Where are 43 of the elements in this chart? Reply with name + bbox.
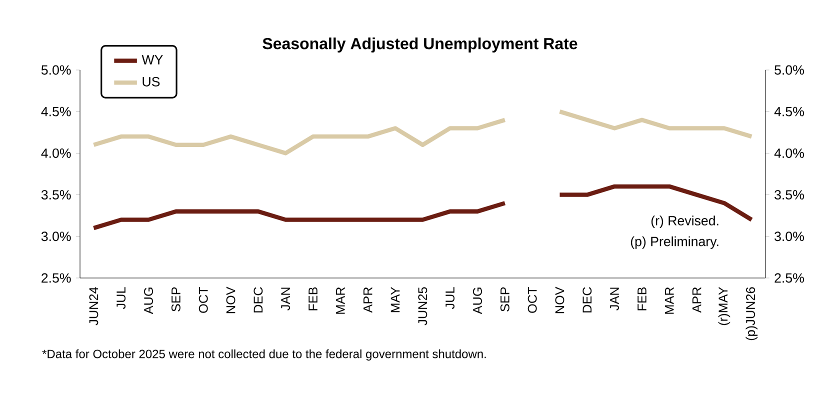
x-tick-label: SEP: [171, 287, 180, 312]
x-tick-label: SEP: [500, 287, 510, 312]
x-tick-label: MAR: [665, 287, 674, 314]
x-tick-label: JUL: [446, 287, 454, 310]
x-tick-label: FEB: [308, 287, 318, 310]
x-tick-label: JUN25: [418, 287, 428, 326]
x-tick-label: JUL: [116, 287, 126, 310]
annotation: (p) Preliminary.: [630, 236, 718, 249]
x-tick-label: MAY: [390, 286, 400, 312]
x-tick-label: DEC: [254, 287, 263, 312]
x-tick-label: DEC: [582, 287, 592, 312]
x-tick-label: AUG: [144, 288, 154, 314]
x-tick-label: NOV: [555, 286, 564, 314]
y2-tick-label: 5.0%: [774, 65, 804, 75]
x-tick-label: MAR: [336, 287, 345, 314]
x-tick-label: OCT: [198, 286, 208, 313]
y2-tick-label: 3.5%: [774, 190, 804, 200]
x-tick-label: (r)MAY: [718, 286, 730, 326]
y2-tick-label: 2.5%: [774, 273, 804, 283]
x-tick-label: AUG: [473, 288, 482, 314]
x-tick-label: APR: [363, 287, 372, 313]
y-tick-label: 3.0%: [41, 232, 71, 242]
y-tick-label: 3.5%: [41, 190, 71, 200]
y-tick-label: 2.5%: [42, 273, 71, 283]
legend-label: WY: [142, 55, 163, 64]
y2-tick-label: 4.5%: [774, 106, 804, 116]
text: *Data for October 2025 were not collected due to the federal government shutdown.: [42, 349, 486, 361]
x-tick-label: NOV: [226, 286, 236, 314]
y-tick-label: 4.0%: [41, 148, 71, 158]
y2-tick-label: 3.0%: [774, 232, 804, 242]
x-tick-label: JAN: [610, 288, 619, 310]
annotation: (r) Revised.: [651, 216, 718, 228]
y2-tick-label: 4.0%: [774, 148, 804, 158]
x-tick-label: (p)JUN26: [746, 287, 758, 340]
x-tick-label: JAN: [281, 288, 290, 310]
y-tick-label: 4.5%: [41, 106, 71, 116]
x-tick-label: APR: [692, 287, 702, 313]
legend-label: US: [142, 77, 160, 86]
x-tick-label: OCT: [528, 286, 537, 313]
x-tick-label: JUN24: [89, 287, 98, 326]
x-tick-label: FEB: [638, 287, 646, 310]
y-tick-label: 5.0%: [41, 65, 71, 75]
chart-title: Seasonally Adjusted Unemployment Rate: [262, 38, 578, 52]
